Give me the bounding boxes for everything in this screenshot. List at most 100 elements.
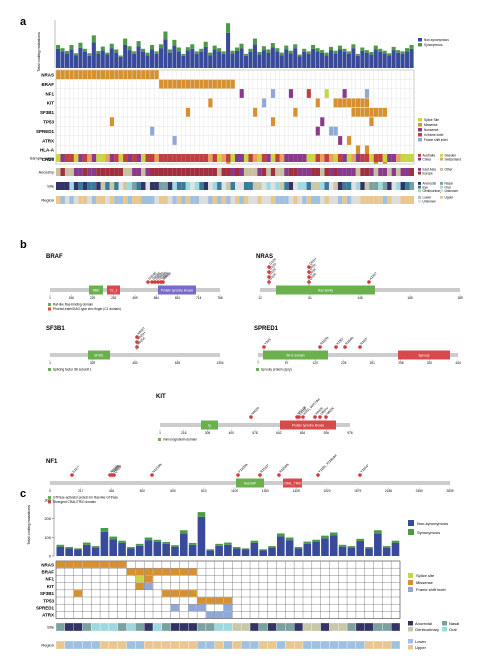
track-cell — [333, 182, 338, 190]
panel-c-y-title: Total coding mutations — [26, 505, 31, 545]
track-cell — [249, 640, 260, 650]
bar-syn — [230, 50, 235, 54]
protein-name: SF3B1 — [46, 326, 65, 332]
track-cell — [270, 196, 276, 204]
track-cell — [266, 182, 271, 190]
mutation-label: Q61K — [308, 266, 317, 275]
track-cell — [364, 182, 370, 190]
track-cell — [311, 622, 321, 632]
track-cell — [212, 154, 218, 162]
lollipop-head — [70, 473, 74, 477]
lollipop-head — [156, 280, 160, 284]
mutation-cell — [382, 107, 387, 117]
track-cell — [284, 196, 289, 204]
track-cell — [230, 154, 235, 162]
mutation-label: R262* — [359, 336, 369, 346]
protein-domain — [236, 478, 264, 488]
track-cell — [163, 154, 168, 162]
track-cell — [132, 182, 137, 190]
track-cell — [382, 154, 388, 162]
bar-syn — [387, 53, 392, 56]
track-cell — [409, 154, 414, 162]
bar-nonsyn — [351, 48, 356, 68]
track-cell — [252, 182, 258, 190]
mutation-cell — [109, 70, 114, 80]
bar-syn — [172, 39, 177, 46]
bar-syn — [356, 538, 365, 542]
track-cell — [311, 168, 316, 176]
bar-syn — [206, 549, 215, 551]
track-cell — [127, 196, 133, 204]
legend-swatch — [440, 154, 443, 157]
mutation-cell — [181, 79, 186, 89]
legend-label: Unknown — [445, 189, 459, 193]
track-cell — [232, 640, 242, 650]
tick-label: 1100 — [231, 489, 238, 493]
tick-label: 329 — [90, 361, 96, 365]
protein-backbone — [50, 288, 220, 292]
track-cell — [364, 196, 370, 204]
track-cell — [261, 168, 267, 176]
protein-name: NRAS — [256, 254, 273, 260]
track-cell — [114, 196, 119, 204]
mutation-cell — [215, 611, 224, 619]
legend-label: China — [423, 157, 432, 161]
bar-syn — [197, 512, 206, 517]
mutation-label: D816V — [319, 405, 329, 415]
track-cell — [172, 196, 177, 204]
mutation-cell — [132, 70, 137, 80]
track-cell — [91, 182, 97, 190]
bar-syn — [405, 48, 410, 52]
protein-braf: BRAF RBD C1_1 Protein tyrosine kinase 1 156 22… — [46, 254, 223, 311]
track-cell — [391, 196, 397, 204]
domain-legend-label: Raf-like Ras-binding domain — [53, 303, 93, 307]
track-cell — [285, 640, 295, 650]
bar-nonsyn — [172, 45, 177, 68]
bar-nonsyn — [400, 53, 405, 68]
track-cell — [306, 168, 312, 176]
bar-nonsyn — [190, 48, 195, 68]
legend-swatch — [418, 189, 421, 193]
track-cell — [364, 154, 370, 162]
track-cell — [333, 196, 338, 204]
track-cell — [64, 154, 70, 162]
bar-nonsyn — [378, 52, 383, 68]
bar-nonsyn — [230, 53, 235, 68]
track-cell — [181, 168, 186, 176]
bar-syn — [132, 51, 137, 54]
track-cell — [320, 640, 330, 650]
track-cell — [355, 196, 361, 204]
bar-nonsyn — [302, 52, 307, 68]
bar-syn — [127, 46, 132, 51]
track-cell — [243, 168, 249, 176]
domain-label: C1_1 — [110, 288, 118, 292]
bar-syn — [181, 53, 186, 56]
bar-syn — [248, 48, 253, 52]
mutation-cell — [230, 79, 235, 89]
track-cell — [346, 196, 352, 204]
legend-label: Non-synonymous — [417, 521, 448, 526]
legend-swatch — [408, 573, 413, 578]
track-cell — [214, 622, 224, 632]
track-cell — [114, 154, 119, 162]
mutation-label: Q61R — [308, 271, 317, 280]
track-cell — [118, 168, 124, 176]
track-cell — [297, 196, 303, 204]
bar-syn — [373, 45, 378, 50]
bar-nonsyn — [315, 51, 320, 68]
mutation-cell — [206, 611, 215, 619]
track-cell — [212, 196, 218, 204]
mutation-cell — [315, 126, 320, 136]
mutation-cell — [100, 70, 106, 80]
bar-nonsyn — [382, 547, 391, 556]
mutation-cell — [65, 70, 70, 80]
track-cell — [257, 196, 262, 204]
mutation-cell — [144, 575, 153, 583]
bar-nonsyn — [346, 53, 351, 68]
bar-syn — [285, 537, 294, 541]
domain-label: RBD — [93, 288, 100, 292]
track-cell — [163, 182, 168, 190]
track-cell — [324, 154, 329, 162]
gene-label: KIT — [47, 584, 55, 589]
track-cell — [170, 622, 180, 632]
